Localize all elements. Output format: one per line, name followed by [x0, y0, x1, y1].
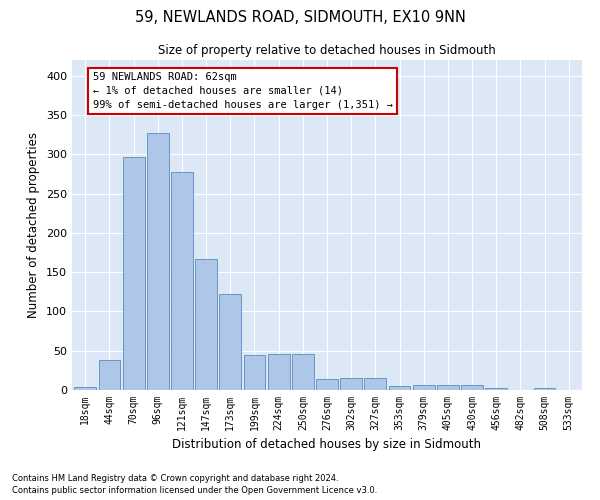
Bar: [123, 156, 145, 390]
Bar: [533, 388, 556, 390]
X-axis label: Distribution of detached houses by size in Sidmouth: Distribution of detached houses by size …: [173, 438, 482, 452]
Bar: [364, 378, 386, 390]
Bar: [98, 360, 121, 390]
Y-axis label: Number of detached properties: Number of detached properties: [28, 132, 40, 318]
Bar: [437, 386, 459, 390]
Bar: [147, 133, 169, 390]
Text: 59 NEWLANDS ROAD: 62sqm
← 1% of detached houses are smaller (14)
99% of semi-det: 59 NEWLANDS ROAD: 62sqm ← 1% of detached…: [92, 72, 392, 110]
Bar: [268, 354, 290, 390]
Bar: [171, 172, 193, 390]
Bar: [485, 388, 507, 390]
Text: Contains HM Land Registry data © Crown copyright and database right 2024.
Contai: Contains HM Land Registry data © Crown c…: [12, 474, 377, 495]
Bar: [340, 378, 362, 390]
Bar: [244, 356, 265, 390]
Title: Size of property relative to detached houses in Sidmouth: Size of property relative to detached ho…: [158, 44, 496, 58]
Bar: [292, 354, 314, 390]
Bar: [413, 386, 434, 390]
Bar: [195, 259, 217, 390]
Bar: [461, 386, 483, 390]
Bar: [74, 387, 96, 390]
Text: 59, NEWLANDS ROAD, SIDMOUTH, EX10 9NN: 59, NEWLANDS ROAD, SIDMOUTH, EX10 9NN: [134, 10, 466, 25]
Bar: [389, 386, 410, 390]
Bar: [316, 379, 338, 390]
Bar: [220, 294, 241, 390]
